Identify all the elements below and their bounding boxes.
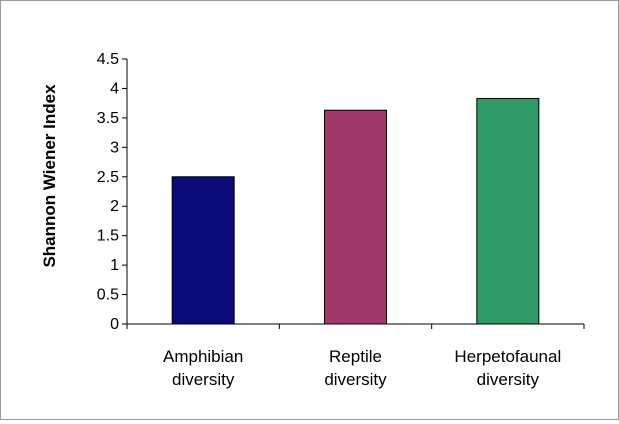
y-tick-label: 4.5: [97, 51, 119, 68]
x-category-label: diversity: [477, 370, 540, 389]
y-axis-title: Shannon Wiener Index: [40, 84, 59, 268]
x-category-label: Herpetofaunal: [454, 347, 561, 366]
y-tick-label: 0.5: [97, 287, 119, 304]
y-tick-label: 2: [110, 198, 119, 215]
bars: [171, 97, 540, 325]
y-tick-label: 4: [110, 80, 119, 97]
bar-0: [171, 176, 235, 325]
y-tick-label: 1: [110, 257, 119, 274]
y-tick-label: 0: [110, 316, 119, 333]
x-category-label: Reptile: [329, 347, 382, 366]
y-axis-title-group: Shannon Wiener Index: [40, 84, 59, 268]
y-axis-ticks: 0 0.5 1 1.5 2 2.5 3 3.5 4 4.5: [97, 51, 127, 333]
x-axis-labels: Amphibian diversity Reptile diversity Herpet…: [163, 347, 561, 389]
x-category-label: Amphibian: [163, 347, 243, 366]
y-tick-label: 1.5: [97, 228, 119, 245]
x-category-label: diversity: [324, 370, 387, 389]
y-tick-label: 3.5: [97, 110, 119, 127]
bar-1: [324, 109, 387, 325]
bar-2: [476, 97, 540, 325]
y-tick-label: 3: [110, 139, 119, 156]
x-category-label: diversity: [172, 370, 235, 389]
y-tick-label: 2.5: [97, 169, 119, 186]
